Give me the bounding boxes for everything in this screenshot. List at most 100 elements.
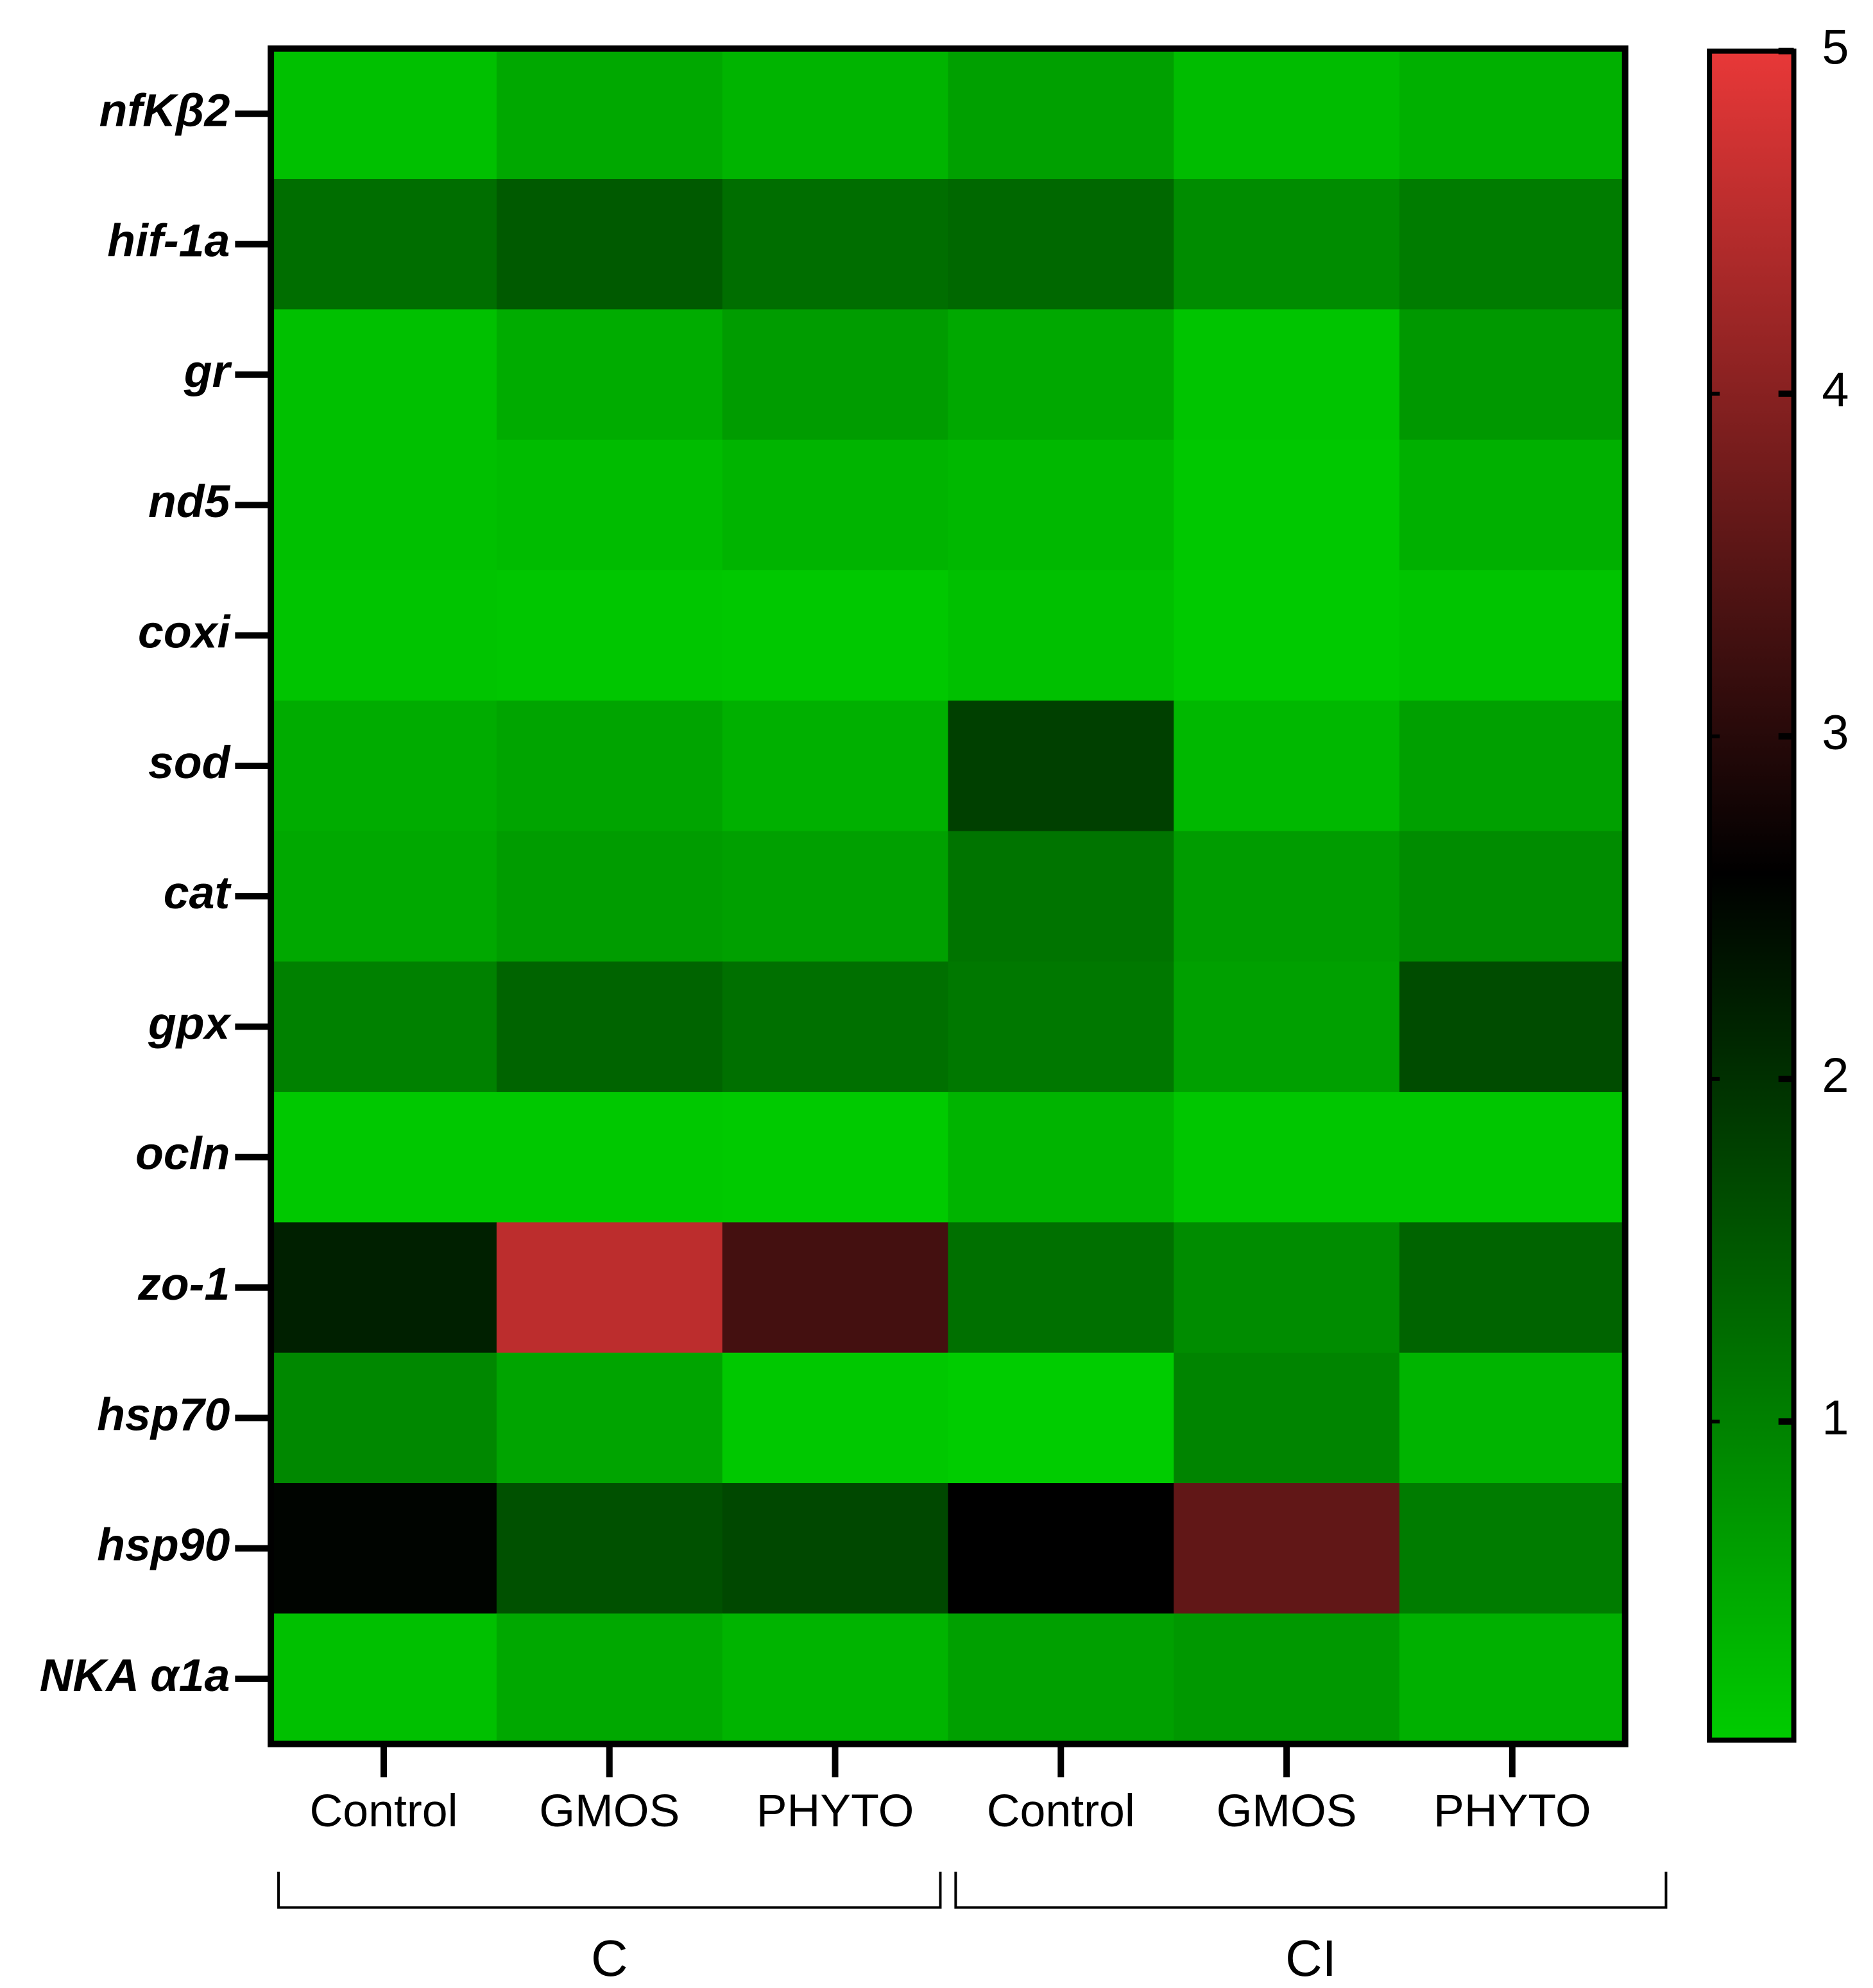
cell [722, 178, 949, 310]
col-label: Control [987, 1785, 1135, 1837]
col-label: PHYTO [1433, 1785, 1591, 1837]
cell [1399, 961, 1626, 1093]
cell [496, 48, 723, 180]
cell [271, 831, 497, 962]
cell [1399, 1092, 1626, 1223]
cell [1399, 309, 1626, 441]
row-label: coxi [138, 606, 231, 658]
cell [271, 701, 497, 832]
row-label: gpx [148, 998, 232, 1049]
cell [1399, 1222, 1626, 1354]
row-label: zo-1 [137, 1259, 230, 1310]
cell [1174, 1352, 1400, 1484]
cell [496, 1483, 723, 1615]
row-label: hif-1a [107, 216, 230, 267]
cell [271, 309, 497, 441]
cell [1174, 1092, 1400, 1223]
col-label: GMOS [539, 1785, 680, 1837]
cell [1174, 701, 1400, 832]
cell [496, 439, 723, 571]
cell [948, 1222, 1175, 1354]
group-label: C [591, 1930, 628, 1987]
cell [722, 961, 949, 1093]
cell [1174, 1222, 1400, 1354]
cell [1174, 178, 1400, 310]
cell [948, 1483, 1175, 1615]
cell [271, 48, 497, 180]
cell [271, 1222, 497, 1354]
cell [722, 439, 949, 571]
group-bracket [954, 1871, 1668, 1909]
cell [496, 701, 723, 832]
group-label: CI [1285, 1930, 1337, 1987]
cell [1399, 831, 1626, 962]
cell [948, 701, 1175, 832]
row-label: ocln [135, 1128, 230, 1180]
cell [722, 1222, 949, 1354]
cell [496, 961, 723, 1093]
col-label: Control [309, 1785, 458, 1837]
colorbar [1707, 48, 1797, 1743]
cell [271, 1352, 497, 1484]
cell [496, 570, 723, 702]
cell [722, 1483, 949, 1615]
cell [271, 439, 497, 571]
colorbar-label: 3 [1822, 706, 1849, 760]
cell [1399, 1483, 1626, 1615]
cell [1174, 48, 1400, 180]
cell [948, 1352, 1175, 1484]
col-label: PHYTO [757, 1785, 914, 1837]
cell [1399, 178, 1626, 310]
cell [722, 1352, 949, 1484]
cell [1174, 570, 1400, 702]
cell [1174, 309, 1400, 441]
cell [1174, 961, 1400, 1093]
cell [722, 309, 949, 441]
group-bracket [277, 1871, 942, 1909]
cell [496, 1092, 723, 1223]
cell [722, 1092, 949, 1223]
cell [496, 1222, 723, 1354]
row-label: hsp90 [97, 1520, 230, 1571]
row-label: cat [164, 867, 232, 919]
cell [271, 1092, 497, 1223]
row-label: gr [184, 346, 233, 397]
cell [1174, 1483, 1400, 1615]
cell [948, 309, 1175, 441]
cell [948, 1613, 1175, 1745]
cell [1399, 439, 1626, 571]
cell [1174, 1613, 1400, 1745]
cell [948, 570, 1175, 702]
cell [722, 1613, 949, 1745]
cell [1399, 701, 1626, 832]
row-label: NKA α1a [40, 1650, 230, 1701]
cell [496, 831, 723, 962]
cell [1174, 831, 1400, 962]
cell [271, 961, 497, 1093]
cell [496, 309, 723, 441]
cell [1399, 1613, 1626, 1745]
cell [948, 48, 1175, 180]
cell [948, 961, 1175, 1093]
col-label: GMOS [1217, 1785, 1357, 1837]
row-label: hsp70 [97, 1389, 230, 1440]
cell [948, 178, 1175, 310]
cell [722, 701, 949, 832]
cell [1399, 48, 1626, 180]
cell [496, 1613, 723, 1745]
row-label: nfKβ2 [99, 85, 230, 136]
cell [722, 48, 949, 180]
cell [496, 1352, 723, 1484]
cell [271, 178, 497, 310]
cell [948, 1092, 1175, 1223]
cell [271, 1483, 497, 1615]
colorbar-label: 4 [1822, 363, 1849, 418]
colorbar-label: 1 [1822, 1391, 1849, 1445]
cell [1399, 570, 1626, 702]
cell [722, 831, 949, 962]
row-label: sod [148, 737, 231, 788]
cell [1174, 439, 1400, 571]
cell [948, 831, 1175, 962]
cell [948, 439, 1175, 571]
